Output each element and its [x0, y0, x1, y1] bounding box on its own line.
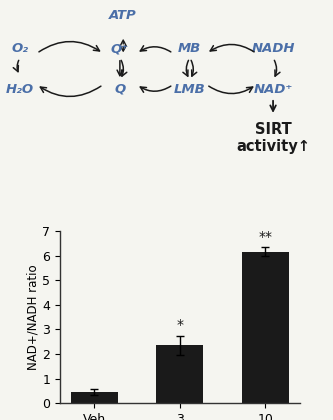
Bar	[242, 252, 289, 403]
Text: MB: MB	[178, 42, 201, 55]
Text: *: *	[176, 318, 183, 332]
Text: NAD⁺: NAD⁺	[253, 83, 293, 95]
Bar	[156, 345, 203, 403]
Text: activity↑: activity↑	[236, 139, 310, 155]
Bar	[71, 392, 118, 403]
Text: Q⁺: Q⁺	[111, 42, 129, 55]
Text: H₂O: H₂O	[6, 83, 34, 95]
Text: Q: Q	[114, 83, 126, 95]
Text: O₂: O₂	[11, 42, 29, 55]
Text: LMB: LMB	[174, 83, 206, 95]
Text: SIRT: SIRT	[255, 122, 291, 136]
Y-axis label: NAD+/NADH ratio: NAD+/NADH ratio	[26, 264, 39, 370]
Text: ATP: ATP	[109, 9, 137, 22]
Text: NADH: NADH	[251, 42, 295, 55]
Text: **: **	[258, 230, 272, 244]
